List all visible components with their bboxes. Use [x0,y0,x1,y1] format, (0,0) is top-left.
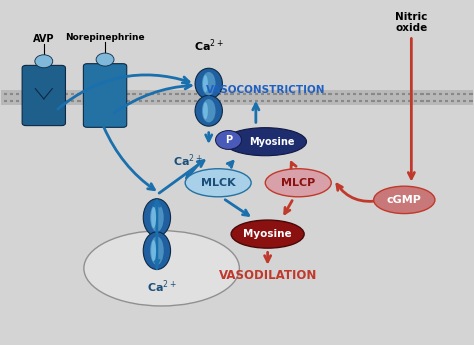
Ellipse shape [265,169,331,197]
Ellipse shape [195,95,222,126]
Text: Ca$^{2+}$: Ca$^{2+}$ [173,152,202,169]
Text: Norepinephrine: Norepinephrine [65,33,145,42]
Text: P: P [225,135,232,145]
Text: cGMP: cGMP [387,195,422,205]
Ellipse shape [150,203,164,232]
Text: MLCP: MLCP [281,178,315,188]
Text: Ca$^{2+}$: Ca$^{2+}$ [194,38,224,55]
Ellipse shape [84,231,239,306]
Ellipse shape [151,240,156,261]
Ellipse shape [216,130,241,149]
Ellipse shape [202,72,216,95]
Text: Ca$^{2+}$: Ca$^{2+}$ [146,279,176,295]
Ellipse shape [143,232,171,269]
Ellipse shape [143,199,171,236]
Text: Nitric
oxide: Nitric oxide [395,12,428,33]
Ellipse shape [231,220,304,248]
Text: VASODILATION: VASODILATION [219,269,317,282]
Ellipse shape [151,207,156,228]
FancyBboxPatch shape [83,64,127,127]
Ellipse shape [195,68,222,99]
FancyBboxPatch shape [1,89,473,105]
Ellipse shape [150,236,164,265]
FancyBboxPatch shape [22,66,65,126]
Ellipse shape [202,99,216,122]
Ellipse shape [374,186,435,214]
Ellipse shape [203,75,208,92]
Text: MLCK: MLCK [201,178,236,188]
Text: Myosine: Myosine [250,137,295,147]
Text: AVP: AVP [33,34,55,44]
Ellipse shape [96,53,114,66]
Ellipse shape [203,102,208,119]
Ellipse shape [185,169,251,197]
Ellipse shape [224,128,307,156]
Ellipse shape [35,55,53,68]
Text: VASOCONSTRICTION: VASOCONSTRICTION [206,85,325,95]
Text: Myosine: Myosine [243,229,292,239]
